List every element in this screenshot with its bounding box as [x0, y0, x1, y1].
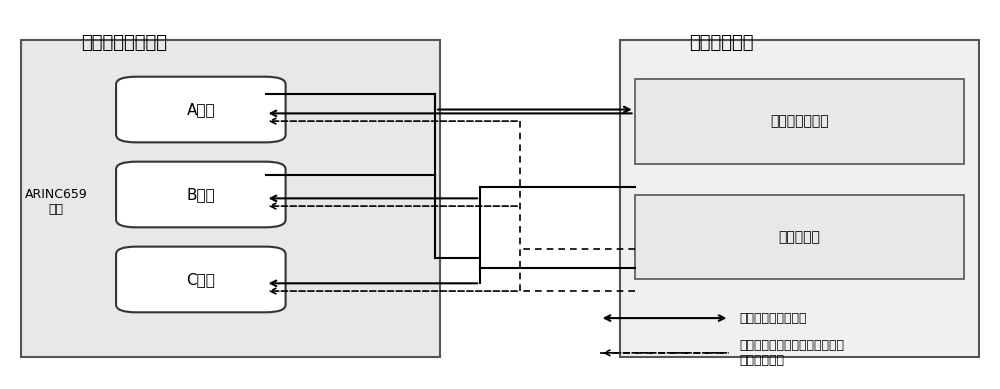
FancyBboxPatch shape [116, 77, 286, 142]
Text: 离散控制卡: 离散控制卡 [778, 230, 820, 244]
Text: A通道: A通道 [187, 102, 215, 117]
Text: 离散信号，含复位和停止信号，
单工，一分多: 离散信号，含复位和停止信号， 单工，一分多 [739, 339, 844, 367]
Text: ARINC659
总线: ARINC659 总线 [25, 188, 88, 216]
Text: 同步调试设备: 同步调试设备 [689, 33, 754, 52]
FancyBboxPatch shape [116, 162, 286, 227]
Text: C通道: C通道 [186, 272, 215, 287]
Text: 串口通讯信号，双工: 串口通讯信号，双工 [739, 312, 807, 324]
FancyBboxPatch shape [635, 194, 964, 279]
Text: 三余度飞管计算机: 三余度飞管计算机 [81, 33, 167, 52]
Text: 多路串口通讯卡: 多路串口通讯卡 [770, 114, 828, 128]
FancyBboxPatch shape [620, 40, 979, 357]
FancyBboxPatch shape [116, 247, 286, 312]
FancyBboxPatch shape [21, 40, 440, 357]
FancyBboxPatch shape [635, 79, 964, 164]
Text: B通道: B通道 [186, 187, 215, 202]
